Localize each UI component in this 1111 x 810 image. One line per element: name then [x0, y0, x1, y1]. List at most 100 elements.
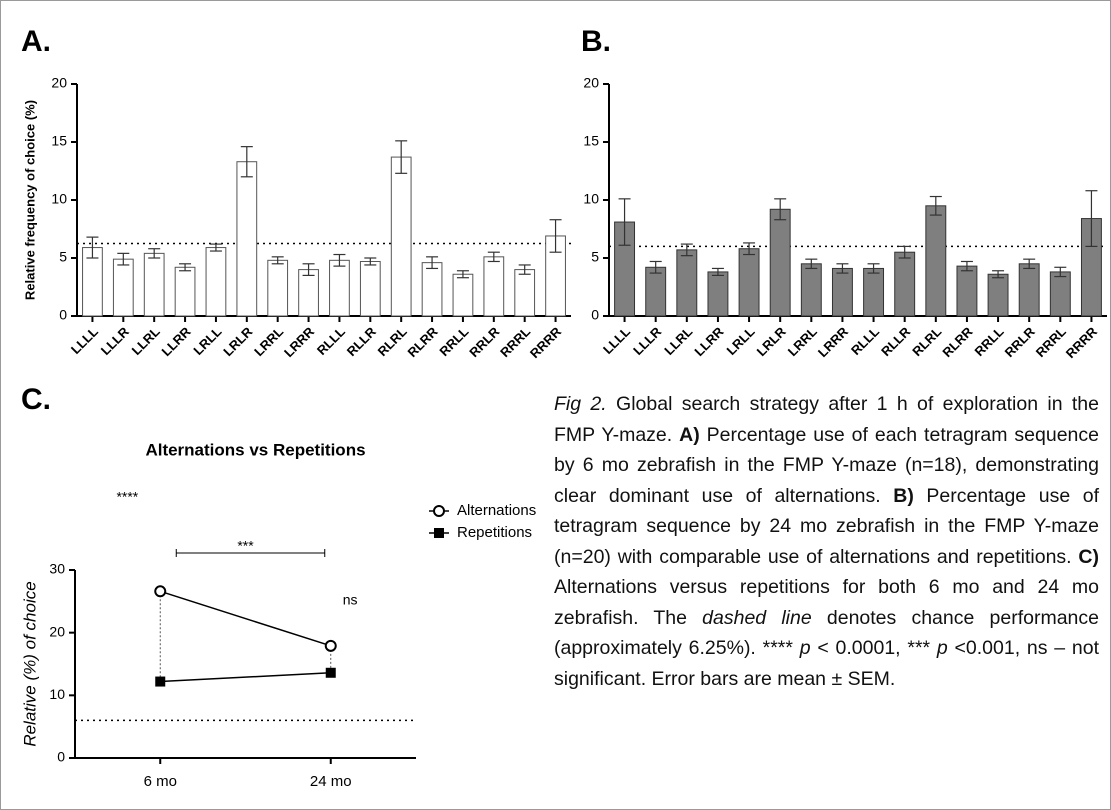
- error-bar: [271, 256, 284, 265]
- x-tick-label: RLRL: [375, 324, 410, 359]
- error-bar: [711, 267, 724, 276]
- bar: [800, 263, 822, 317]
- caption-text: B): [893, 484, 914, 507]
- y-tick-label: 15: [583, 133, 599, 149]
- x-tick-label: LLRR: [691, 324, 727, 360]
- error-bar: [805, 258, 818, 270]
- error-bar: [680, 243, 693, 257]
- x-tick-label: RLLR: [344, 324, 380, 360]
- bar: [514, 269, 536, 317]
- x-tick-label: LLLR: [98, 324, 133, 359]
- chart-title: Alternations vs Repetitions: [145, 440, 365, 459]
- bar: [1049, 271, 1071, 317]
- bar: [359, 260, 381, 317]
- y-tick-label: 0: [591, 307, 599, 323]
- error-bar: [487, 251, 500, 263]
- error-bar: [456, 270, 469, 279]
- error-bar: [426, 256, 439, 270]
- caption-text: Percentage use of each tetragram sequenc…: [554, 423, 1099, 507]
- x-tick-label: RLLL: [314, 324, 348, 358]
- x-tick-label: RRLL: [971, 324, 1006, 359]
- y-tick-label: 20: [49, 623, 65, 639]
- error-bar: [117, 252, 130, 266]
- y-tick-label: 20: [583, 75, 599, 91]
- legend-label: Repetitions: [457, 524, 532, 541]
- bar: [707, 271, 729, 317]
- bar: [421, 262, 443, 317]
- error-bar: [743, 242, 756, 256]
- error-bar: [240, 146, 253, 178]
- significance-bracket: [175, 549, 326, 557]
- x-tick-label: LRLR: [754, 324, 790, 360]
- y-tick-label: 10: [51, 191, 67, 207]
- x-tick-label: LRLL: [724, 324, 758, 358]
- x-tick-label: RRRR: [527, 324, 565, 362]
- bar: [676, 249, 698, 317]
- caption-text: p: [799, 637, 811, 659]
- point: [155, 676, 166, 687]
- error-bar: [929, 195, 942, 216]
- series-line: [160, 590, 331, 647]
- bar: [645, 266, 667, 317]
- panel-label: B.: [581, 25, 611, 58]
- x-tick-label: LRRL: [251, 324, 286, 359]
- error-bar: [302, 263, 315, 276]
- x-tick-label: RLRR: [404, 324, 441, 361]
- x-tick-label: LRRL: [785, 324, 820, 359]
- error-bar: [395, 140, 408, 174]
- bar: [863, 267, 885, 317]
- error-bar: [774, 198, 787, 221]
- x-tick-label: RRLR: [466, 324, 503, 361]
- panel-label: A.: [21, 25, 51, 58]
- error-bar: [1054, 266, 1067, 278]
- annotation: ns: [343, 592, 358, 608]
- caption-text: Global search strategy after 1 h of expl…: [554, 393, 1099, 446]
- x-tick-label: LRRR: [281, 324, 318, 361]
- x-tick-label: RRRR: [1063, 324, 1101, 362]
- error-bar: [549, 219, 562, 253]
- caption-text: Alternations versus repetitions for both…: [554, 576, 1099, 629]
- bar: [267, 259, 289, 317]
- error-bar: [836, 263, 849, 274]
- x-tick-label: LLLL: [600, 324, 633, 357]
- caption-text: Fig 2.: [554, 393, 607, 415]
- bar: [483, 256, 505, 317]
- point: [324, 639, 337, 652]
- caption-text: < 0.0001, ***: [810, 637, 937, 659]
- y-axis-label: Relative (%) of choice: [20, 581, 39, 746]
- bar: [956, 265, 978, 317]
- legend-marker: [433, 505, 445, 517]
- caption-text: <0.001, ns – not significant. Error bars…: [554, 637, 1099, 690]
- x-tick-label: LRLL: [190, 324, 224, 358]
- bar: [894, 251, 916, 317]
- error-bar: [1085, 190, 1098, 247]
- error-bar: [898, 245, 911, 259]
- x-tick-label: LLLL: [68, 324, 101, 357]
- bar: [143, 252, 165, 317]
- x-tick-label: RRRL: [497, 324, 533, 360]
- caption: Fig 2. Global search strategy after 1 h …: [554, 389, 1099, 694]
- error-bar: [618, 198, 631, 246]
- caption-text: Percentage use of tetragram sequence by …: [554, 484, 1099, 568]
- caption-text: dashed line: [702, 606, 812, 629]
- x-tick-label: LLRL: [661, 324, 695, 358]
- error-bar: [333, 253, 346, 267]
- y-tick-label: 10: [583, 191, 599, 207]
- bar: [112, 258, 134, 317]
- annotation: ****: [116, 489, 138, 505]
- caption-text: p: [936, 637, 948, 659]
- bar: [452, 273, 474, 317]
- legend-marker: [434, 528, 444, 538]
- y-tick-label: 15: [51, 133, 67, 149]
- x-tick-label: 24 mo: [310, 773, 352, 790]
- error-bar: [179, 263, 192, 272]
- x-tick-label: RLRL: [909, 324, 944, 359]
- y-tick-label: 0: [59, 307, 67, 323]
- series-line: [160, 672, 331, 683]
- x-tick-label: RLRR: [939, 324, 976, 361]
- y-axis-label: Relative frequency of choice (%): [22, 100, 37, 300]
- y-tick-label: 30: [49, 561, 65, 577]
- bar: [236, 161, 258, 317]
- y-tick-label: 5: [591, 249, 599, 265]
